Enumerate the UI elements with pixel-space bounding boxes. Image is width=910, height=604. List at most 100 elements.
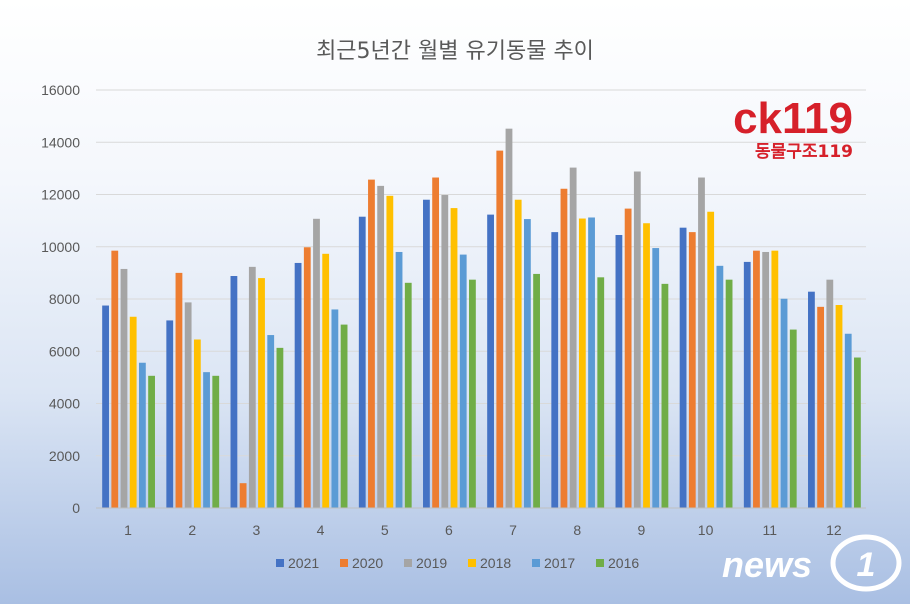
bar-2017-7 (523, 219, 531, 508)
bar-2017-9 (652, 248, 660, 508)
bar-2021-9 (615, 234, 623, 508)
gridlines (96, 89, 866, 457)
bar-2016-6 (469, 279, 476, 508)
bar-2019-6 (441, 195, 449, 508)
y-tick-label: 12000 (41, 187, 80, 203)
bar-2018-1 (129, 316, 137, 508)
watermark-circle (830, 534, 902, 592)
bar-2020-6 (432, 177, 440, 509)
x-tick-label: 4 (317, 522, 325, 538)
x-tick-label: 11 (762, 522, 777, 538)
ck119-logo: ck119 동물구조119 (733, 94, 853, 162)
legend-label: 2021 (288, 555, 319, 571)
y-tick-label: 10000 (41, 239, 80, 255)
y-tick-label: 8000 (49, 291, 80, 307)
bar-2018-4 (322, 253, 330, 508)
bar-2017-6 (459, 254, 467, 508)
bar-2021-11 (743, 261, 751, 508)
bar-2021-5 (358, 216, 366, 509)
bar-2018-10 (707, 211, 715, 508)
legend-label: 2016 (608, 555, 639, 571)
y-tick-label: 16000 (41, 82, 80, 98)
bar-2016-12 (854, 357, 861, 508)
y-axis-ticks: 0 2000 4000 6000 8000 10000 12000 14000 16000 (41, 82, 80, 516)
bar-2018-11 (771, 250, 779, 508)
bar-2017-4 (331, 309, 339, 508)
x-tick-label: 3 (253, 522, 261, 538)
x-tick-label: 8 (573, 522, 581, 538)
bar-2019-11 (762, 251, 770, 508)
bar-2020-10 (688, 232, 696, 508)
bar-2016-9 (661, 283, 669, 508)
y-tick-label: 4000 (49, 396, 80, 412)
x-tick-label: 9 (638, 522, 646, 538)
bar-2016-5 (404, 282, 412, 508)
bar-2019-9 (633, 171, 641, 508)
bar-2021-3 (230, 276, 238, 508)
bar-2019-4 (313, 218, 320, 508)
bar-2021-7 (487, 214, 494, 508)
news1-watermark: news 1 (722, 534, 902, 592)
bar-2016-4 (340, 324, 348, 508)
legend-swatch (340, 559, 348, 567)
y-tick-label: 2000 (49, 448, 80, 464)
y-tick-label: 14000 (41, 134, 80, 150)
bar-2016-7 (533, 273, 540, 508)
bar-2020-3 (239, 483, 247, 508)
bar-2020-8 (560, 188, 568, 508)
bar-2019-1 (120, 268, 128, 508)
legend-swatch (276, 559, 284, 567)
bar-2021-4 (294, 262, 302, 508)
bar-2017-5 (395, 251, 403, 508)
bar-2019-12 (826, 279, 834, 508)
bar-2019-10 (698, 177, 705, 509)
logo-subtitle: 동물구조119 (755, 142, 853, 162)
legend-label: 2020 (352, 555, 383, 571)
bar-2021-8 (551, 232, 559, 508)
x-tick-label: 2 (188, 522, 196, 538)
y-tick-label: 6000 (49, 343, 80, 359)
legend: 2021 2020 2019 2018 2017 2016 (276, 555, 639, 571)
bar-2020-12 (817, 306, 825, 508)
legend-item-2021: 2021 (276, 555, 319, 571)
bar-2017-11 (780, 298, 788, 508)
bar-2016-3 (276, 347, 284, 508)
x-axis-ticks: 1 2 3 4 5 6 7 8 9 10 11 12 (124, 522, 842, 538)
watermark-word: news (722, 544, 812, 585)
x-tick-label: 1 (124, 522, 132, 538)
bar-2020-5 (368, 179, 375, 508)
bar-2017-10 (716, 265, 724, 508)
bar-2020-1 (111, 250, 119, 508)
bar-2017-8 (588, 217, 595, 509)
legend-swatch (468, 559, 476, 567)
chart-title: 최근5년간 월별 유기동물 추이 (316, 39, 594, 64)
bar-2016-11 (789, 329, 797, 508)
logo-mark: ck119 (733, 94, 853, 143)
legend-item-2016: 2016 (596, 555, 639, 571)
legend-item-2018: 2018 (468, 555, 511, 571)
bar-2016-2 (212, 375, 220, 508)
bar-2017-12 (844, 333, 852, 508)
bar-2020-2 (175, 272, 183, 508)
x-tick-label: 7 (509, 522, 517, 538)
bars (102, 128, 861, 509)
bar-2016-8 (597, 277, 605, 508)
bar-2018-5 (386, 195, 394, 508)
x-tick-label: 6 (445, 522, 453, 538)
legend-swatch (404, 559, 412, 567)
bar-2019-2 (184, 302, 192, 508)
legend-swatch (532, 559, 540, 567)
bar-2018-9 (643, 223, 650, 509)
bar-2016-10 (725, 279, 733, 508)
x-tick-label: 10 (698, 522, 714, 538)
legend-item-2019: 2019 (404, 555, 447, 571)
bar-2021-6 (423, 199, 430, 508)
bar-2018-6 (450, 208, 458, 508)
bar-2021-1 (102, 305, 109, 508)
bar-2016-1 (148, 375, 155, 508)
bar-2021-2 (166, 320, 174, 508)
x-tick-label: 12 (826, 522, 842, 538)
legend-item-2020: 2020 (340, 555, 383, 571)
legend-label: 2019 (416, 555, 447, 571)
